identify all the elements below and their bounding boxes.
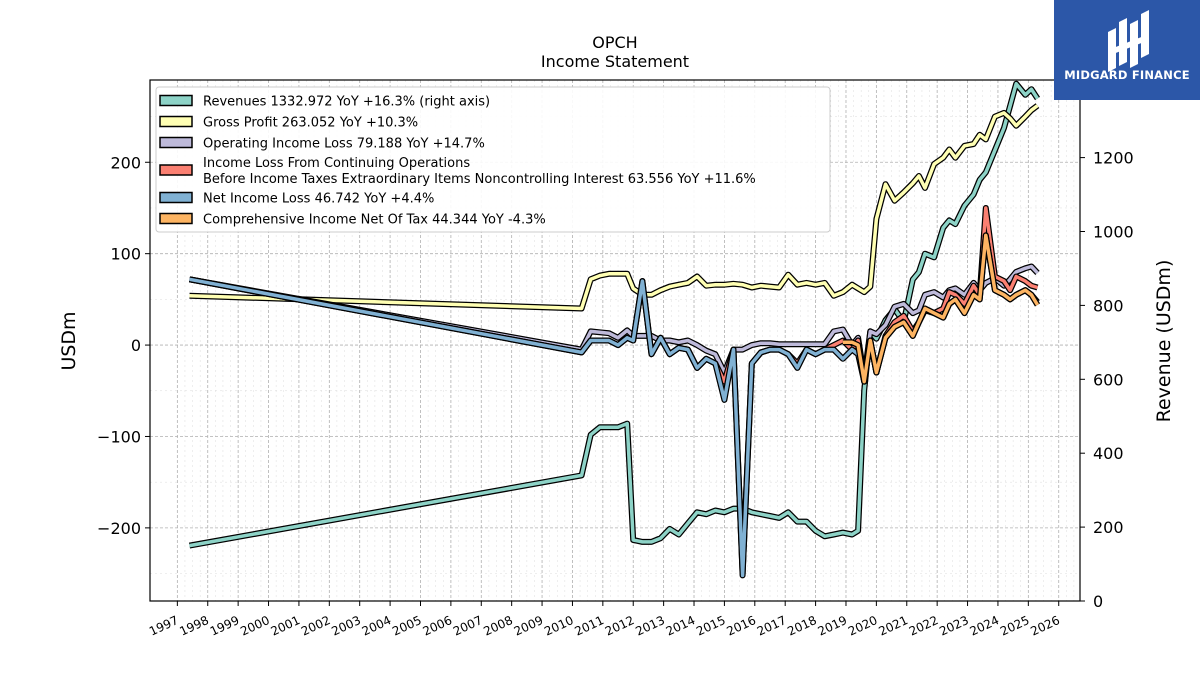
x-tick-label: 2019 — [816, 613, 850, 639]
x-tick-label: 2003 — [329, 613, 363, 639]
x-tick-label: 2005 — [390, 613, 424, 639]
x-tick-label: 1997 — [147, 613, 181, 639]
legend-label-4: Net Income Loss 46.742 YoY +4.4% — [203, 192, 434, 207]
x-tick-label: 2025 — [998, 613, 1032, 639]
y-right-tick-label: 600 — [1093, 370, 1124, 389]
x-tick-label: 2009 — [512, 613, 546, 639]
x-tick-label: 2014 — [664, 613, 698, 639]
legend-swatch-0 — [159, 94, 193, 107]
logo-text: MIDGARD FINANCE — [1064, 68, 1190, 82]
legend-swatch-3 — [159, 164, 193, 176]
x-tick-label: 2024 — [968, 613, 1002, 639]
x-tick-label: 2007 — [451, 613, 485, 639]
x-tick-label: 2023 — [937, 613, 971, 639]
series-lines — [188, 80, 1041, 579]
legend-swatch-1 — [159, 115, 193, 128]
legend-label-line: Gross Profit 263.052 YoY +10.3% — [203, 116, 418, 131]
x-tick-label: 1998 — [177, 613, 211, 639]
legend-label-0: Revenues 1332.972 YoY +16.3% (right axis… — [203, 95, 490, 110]
x-tick-label: 2013 — [633, 613, 667, 639]
legend-label-line: Net Income Loss 46.742 YoY +4.4% — [203, 192, 434, 207]
y-right-tick-label: 1000 — [1093, 222, 1134, 241]
y-axis-label: USDm — [58, 311, 80, 370]
y-tick-label: 0 — [131, 336, 141, 355]
logo-mark-icon — [1108, 10, 1149, 72]
x-tick-label: 2022 — [907, 613, 941, 639]
y-tick-label: 200 — [110, 153, 141, 172]
y-right-tick-label: 400 — [1093, 444, 1124, 463]
x-tick-label: 2004 — [360, 613, 394, 639]
y-right-tick-label: 0 — [1093, 592, 1103, 611]
legend-label-line: Comprehensive Income Net Of Tax 44.344 Y… — [203, 213, 546, 228]
x-tick-label: 2001 — [269, 613, 303, 639]
series-line-5 — [842, 233, 1039, 384]
legend-label-line: Revenues 1332.972 YoY +16.3% (right axis… — [203, 95, 490, 110]
series-line-0 — [189, 81, 1039, 548]
x-tick-label: 2021 — [876, 613, 910, 639]
legend-label-2: Operating Income Loss 79.188 YoY +14.7% — [203, 137, 485, 152]
x-tick-label: 2016 — [724, 613, 758, 639]
chart-title: OPCH — [592, 33, 637, 52]
legend-swatch-5 — [159, 212, 193, 225]
x-tick-label: 2012 — [603, 613, 637, 639]
y-right-tick-label: 800 — [1093, 296, 1124, 315]
legend-label-3: Income Loss From Continuing Operations Be… — [203, 156, 756, 187]
y-tick-label: −200 — [97, 519, 141, 538]
x-tick-label: 2011 — [573, 613, 607, 639]
y-tick-label: 100 — [110, 245, 141, 264]
y-axis-label-right: Revenue (USDm) — [1153, 260, 1175, 423]
series-line-1 — [189, 104, 1039, 311]
x-tick-label: 2020 — [846, 613, 880, 639]
legend-box — [155, 86, 831, 233]
legend-label-line: Income Loss From Continuing Operations — [203, 156, 470, 171]
x-tick-label: 2026 — [1028, 613, 1062, 639]
y-right-tick-label: 1200 — [1093, 149, 1134, 168]
plot-frame — [149, 79, 1081, 602]
y-right-tick-label: 200 — [1093, 518, 1124, 537]
legend-swatch-4 — [159, 191, 193, 204]
legend: Revenues 1332.972 YoY +16.3% (right axis… — [155, 86, 831, 233]
y-tick-label: −100 — [97, 427, 141, 446]
legend-label-line: Before Income Taxes Extraordinary Items … — [203, 172, 756, 187]
legend-label-5: Comprehensive Income Net Of Tax 44.344 Y… — [203, 213, 546, 228]
midgard-finance-logo: MIDGARD FINANCE — [1054, 0, 1200, 100]
x-tick-label: 2017 — [755, 613, 789, 639]
x-tick-label: 2008 — [481, 613, 515, 639]
x-tick-label: 2000 — [238, 613, 272, 639]
x-tick-label: 2010 — [542, 613, 576, 639]
legend-label-1: Gross Profit 263.052 YoY +10.3% — [203, 116, 418, 131]
x-tick-label: 2006 — [421, 613, 455, 639]
x-tick-label: 1999 — [208, 613, 242, 639]
chart-subtitle: Income Statement — [541, 52, 689, 71]
legend-swatch-2 — [159, 136, 193, 149]
legend-label-line: Operating Income Loss 79.188 YoY +14.7% — [203, 137, 485, 152]
x-tick-label: 2015 — [694, 613, 728, 639]
x-tick-label: 2002 — [299, 613, 333, 639]
x-tick-label: 2018 — [785, 613, 819, 639]
